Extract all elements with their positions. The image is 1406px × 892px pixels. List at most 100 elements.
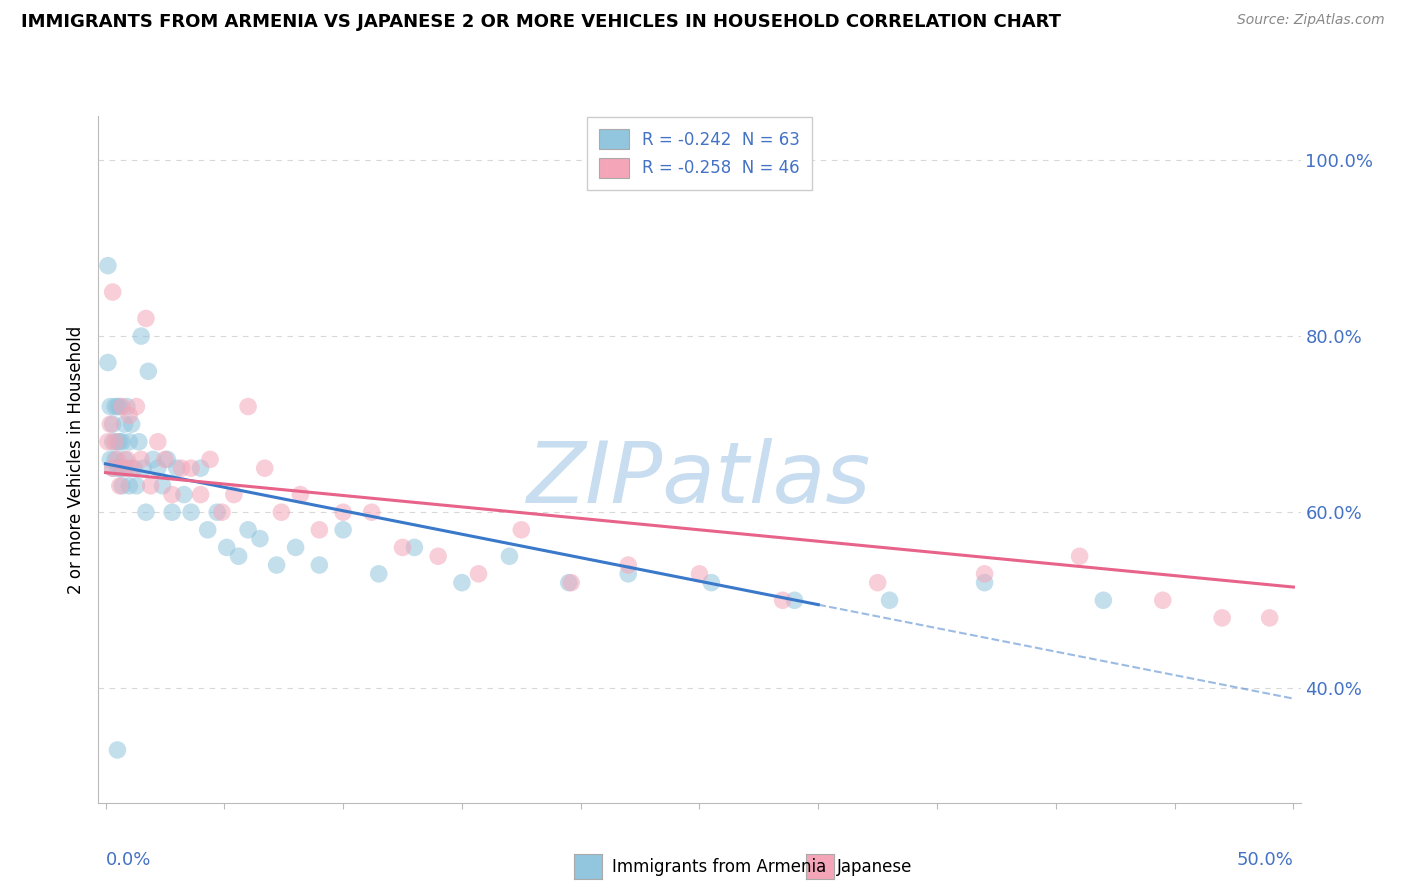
Point — [115, 400, 138, 414]
Point — [107, 400, 129, 414]
Point — [249, 532, 271, 546]
Point — [783, 593, 806, 607]
Point — [236, 523, 259, 537]
Point — [107, 743, 129, 757]
Point — [427, 549, 450, 564]
Text: 0.0%: 0.0% — [105, 851, 150, 869]
Legend: R = -0.242  N = 63, R = -0.258  N = 46: R = -0.242 N = 63, R = -0.258 N = 46 — [588, 118, 811, 190]
Point — [97, 259, 120, 273]
Point — [114, 452, 136, 467]
Point — [101, 434, 124, 449]
Point — [108, 434, 131, 449]
Point — [290, 487, 312, 501]
Point — [142, 452, 165, 467]
Point — [228, 549, 250, 564]
Point — [108, 400, 131, 414]
Point — [205, 505, 228, 519]
Point — [617, 566, 640, 581]
Point — [111, 400, 134, 414]
Point — [114, 417, 136, 432]
Point — [866, 575, 889, 590]
Point — [236, 400, 259, 414]
Point — [558, 575, 581, 590]
Point — [360, 505, 382, 519]
Point — [180, 461, 202, 475]
Point — [156, 452, 179, 467]
Point — [1211, 611, 1233, 625]
Point — [332, 523, 354, 537]
Point — [1069, 549, 1091, 564]
Point — [125, 400, 148, 414]
Point — [128, 434, 150, 449]
Point — [152, 479, 174, 493]
Text: Japanese: Japanese — [837, 858, 912, 876]
Point — [700, 575, 723, 590]
Point — [97, 434, 120, 449]
Point — [107, 434, 129, 449]
Point — [129, 329, 152, 343]
Point — [101, 417, 124, 432]
Point — [111, 461, 134, 475]
Point — [498, 549, 520, 564]
Point — [973, 566, 995, 581]
Point — [104, 434, 127, 449]
Point — [118, 409, 141, 423]
Point — [467, 566, 489, 581]
Point — [101, 285, 124, 299]
Point — [132, 461, 155, 475]
Point — [98, 417, 121, 432]
Point — [215, 541, 238, 555]
Point — [253, 461, 276, 475]
Point — [1092, 593, 1115, 607]
Point — [114, 461, 136, 475]
Point — [98, 452, 121, 467]
Text: Immigrants from Armenia: Immigrants from Armenia — [612, 858, 825, 876]
Point — [166, 461, 188, 475]
Point — [1152, 593, 1174, 607]
Point — [879, 593, 901, 607]
Point — [197, 523, 219, 537]
Point — [404, 541, 426, 555]
Point — [270, 505, 292, 519]
Point — [190, 461, 212, 475]
Point — [121, 461, 143, 475]
Point — [308, 558, 330, 572]
Point — [107, 452, 129, 467]
Point — [108, 461, 131, 475]
Point — [772, 593, 794, 607]
Point — [118, 479, 141, 493]
Point — [146, 434, 169, 449]
Point — [153, 452, 176, 467]
Point — [451, 575, 474, 590]
Text: IMMIGRANTS FROM ARMENIA VS JAPANESE 2 OR MORE VEHICLES IN HOUSEHOLD CORRELATION : IMMIGRANTS FROM ARMENIA VS JAPANESE 2 OR… — [21, 13, 1062, 31]
Point — [170, 461, 193, 475]
Point — [211, 505, 233, 519]
Point — [115, 461, 138, 475]
Text: 50.0%: 50.0% — [1236, 851, 1294, 869]
Point — [125, 479, 148, 493]
Point — [160, 487, 183, 501]
Point — [222, 487, 245, 501]
Point — [129, 452, 152, 467]
Text: ZIPatlas: ZIPatlas — [527, 439, 872, 522]
Point — [122, 461, 145, 475]
Point — [146, 461, 169, 475]
Point — [111, 434, 134, 449]
Point — [284, 541, 307, 555]
Point — [560, 575, 582, 590]
Point — [160, 505, 183, 519]
Point — [107, 461, 129, 475]
Point — [136, 364, 159, 378]
Point — [367, 566, 389, 581]
Point — [198, 452, 221, 467]
Point — [121, 417, 143, 432]
Y-axis label: 2 or more Vehicles in Household: 2 or more Vehicles in Household — [66, 326, 84, 593]
Point — [332, 505, 354, 519]
Point — [98, 400, 121, 414]
Point — [101, 461, 124, 475]
Point — [510, 523, 533, 537]
Point — [973, 575, 995, 590]
Point — [266, 558, 288, 572]
Point — [115, 452, 138, 467]
Point — [308, 523, 330, 537]
